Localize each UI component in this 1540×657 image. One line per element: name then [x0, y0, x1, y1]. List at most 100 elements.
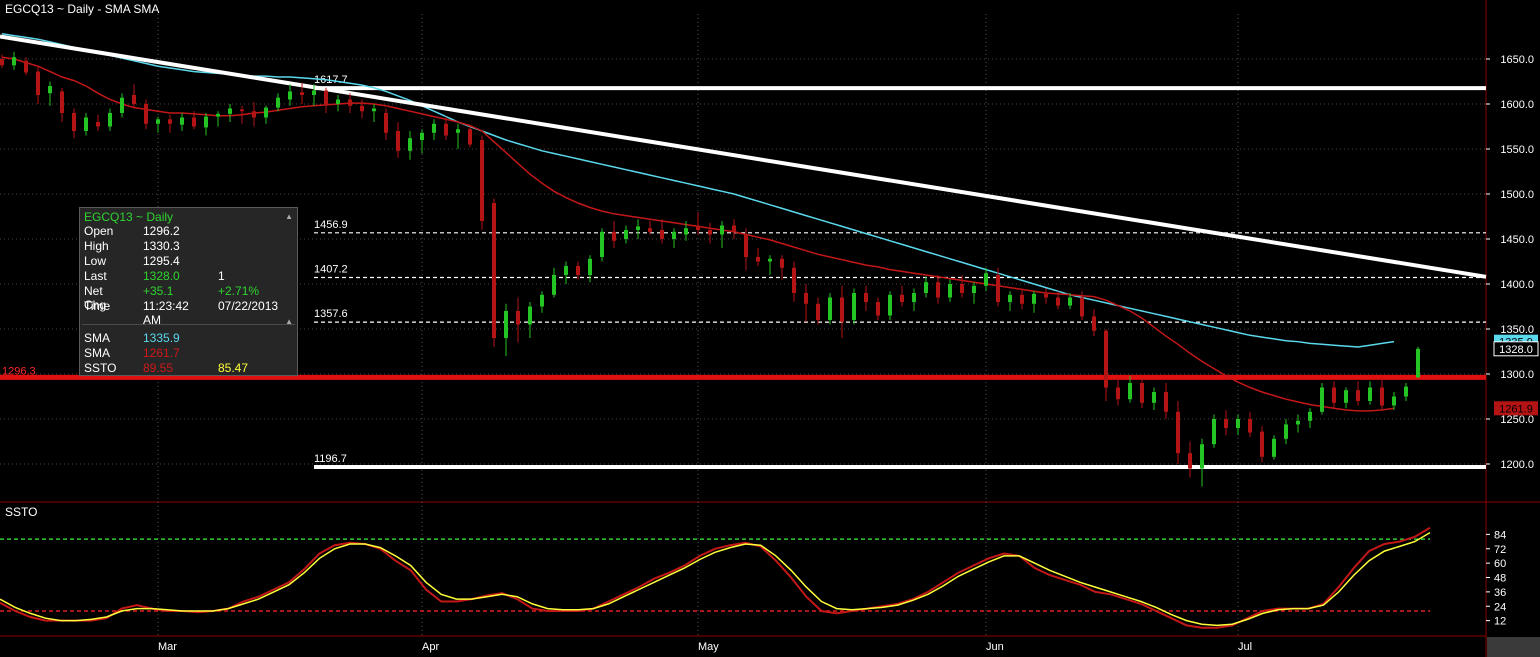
candle-body — [612, 231, 616, 241]
ssto-tick-label: 12 — [1494, 616, 1506, 628]
info-value: 1330.3 — [143, 239, 180, 253]
candle-body — [960, 284, 964, 293]
month-label: Jun — [986, 641, 1004, 653]
candle-body — [528, 306, 532, 325]
price-tag-box — [1494, 401, 1538, 416]
candle-body — [972, 285, 976, 293]
candle-body — [1080, 297, 1084, 317]
candle-body — [804, 293, 808, 304]
candle-body — [264, 107, 268, 118]
candle-body — [84, 117, 88, 131]
candle-body — [600, 231, 604, 257]
price-tick-label: 1600.0 — [1500, 99, 1534, 111]
candle-body — [96, 122, 100, 127]
candle-body — [1164, 392, 1168, 412]
candle-body — [1032, 293, 1036, 304]
info-label: SMA — [84, 331, 111, 345]
level-label: 1196.7 — [314, 453, 347, 465]
price-tick-label: 1500.0 — [1500, 189, 1534, 201]
candle-body — [912, 293, 916, 302]
candle-body — [1176, 411, 1180, 454]
ssto-tick-label: 24 — [1494, 601, 1506, 613]
info-value: 89.55 — [143, 361, 174, 375]
price-tick-label: 1200.0 — [1500, 459, 1534, 471]
info-label: Open — [84, 224, 114, 238]
candle-body — [588, 258, 592, 275]
candle-body — [708, 230, 712, 235]
ssto-k-line — [0, 526, 1431, 629]
candle-body — [1008, 294, 1012, 302]
candle-body — [144, 104, 148, 124]
candle-body — [492, 203, 496, 338]
candle-body — [720, 225, 724, 235]
candle-body — [648, 228, 652, 232]
info-label: Net Chg — [84, 284, 107, 312]
info-box[interactable]: ▲ EGCQ13 ~ Daily Open 1296.2 High 1330.3 Low… — [79, 207, 298, 376]
info-label: Low — [84, 254, 107, 268]
candle-body — [1356, 390, 1360, 401]
candle-body — [444, 123, 448, 136]
candle-body — [420, 132, 424, 140]
price-tag-label: 1328.0 — [1499, 344, 1533, 356]
candle-body — [276, 97, 280, 108]
candle-body — [756, 257, 760, 262]
candle-body — [24, 60, 28, 73]
month-label: Jul — [1238, 641, 1252, 653]
candle-body — [168, 119, 172, 124]
candle-body — [60, 91, 64, 113]
candle-body — [1068, 297, 1072, 306]
ssto-tick-label: 48 — [1494, 573, 1506, 585]
candle-body — [48, 86, 52, 94]
ssto-tick-label: 36 — [1494, 587, 1506, 599]
candle-body — [1368, 387, 1372, 401]
candle-body — [660, 230, 664, 239]
candle-body — [1332, 387, 1336, 403]
candle-body — [408, 138, 412, 151]
candle-body — [840, 297, 844, 322]
level-label: 1357.6 — [314, 308, 348, 320]
candle-body — [900, 294, 904, 302]
candle-body — [468, 129, 472, 145]
info-collapse-icon[interactable]: ▲ — [285, 317, 293, 326]
info-label: High — [84, 239, 109, 253]
candle-body — [696, 225, 700, 230]
candle-body — [1104, 330, 1108, 388]
price-tick-label: 1300.0 — [1500, 369, 1534, 381]
candle-body — [1320, 387, 1324, 412]
price-tick-label: 1350.0 — [1500, 324, 1534, 336]
candle-body — [1284, 424, 1288, 439]
info-value: 11:23:42 AM — [143, 299, 189, 327]
info-value: 1296.2 — [143, 224, 180, 238]
candle-body — [552, 275, 556, 295]
candle-body — [396, 131, 400, 151]
candle-body — [1392, 396, 1396, 406]
candle-body — [132, 95, 136, 104]
candle-body — [180, 117, 184, 125]
info-value: 1295.4 — [143, 254, 180, 268]
info-collapse-icon[interactable]: ▲ — [285, 212, 293, 221]
candle-body — [0, 59, 4, 66]
candle-body — [1236, 419, 1240, 428]
candle-body — [1092, 316, 1096, 331]
candle-body — [1296, 420, 1300, 425]
candle-body — [732, 225, 736, 232]
candle-body — [948, 284, 952, 298]
ssto-tick-label: 60 — [1494, 558, 1506, 570]
info-separator — [82, 324, 295, 325]
candle-body — [540, 294, 544, 307]
level-label: 1456.9 — [314, 219, 348, 231]
candle-body — [288, 91, 292, 100]
candle-body — [984, 273, 988, 286]
price-tick-label: 1400.0 — [1500, 279, 1534, 291]
candle-body — [1044, 293, 1048, 298]
candle-body — [504, 311, 508, 338]
candle-body — [768, 258, 772, 262]
candle-body — [36, 71, 40, 95]
candle-body — [816, 303, 820, 320]
candle-body — [384, 113, 388, 133]
level-label: 1407.2 — [314, 264, 348, 276]
candle-body — [348, 99, 352, 106]
candle-body — [1248, 419, 1252, 433]
candle-body — [780, 258, 784, 268]
